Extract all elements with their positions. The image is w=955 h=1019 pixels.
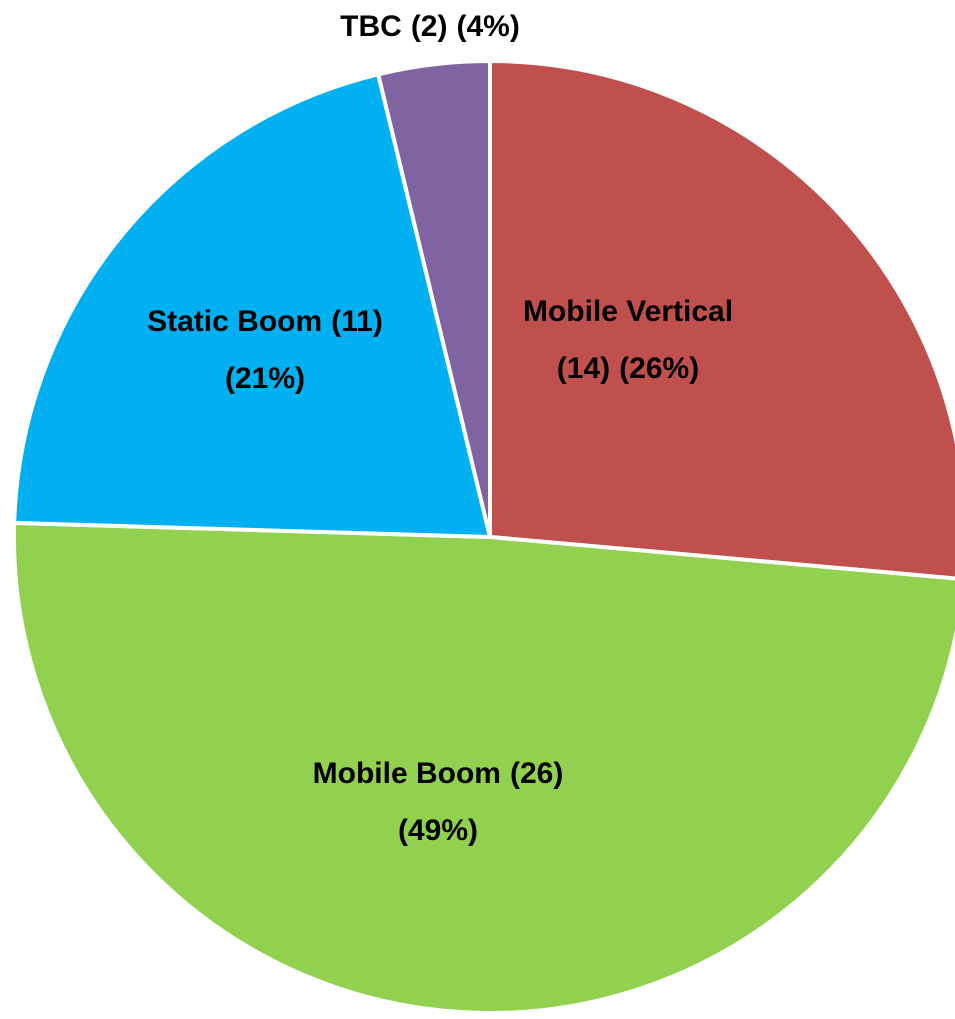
pie-slice bbox=[12, 71, 493, 540]
data-label-part: (11) bbox=[331, 305, 383, 338]
data-label: Mobile Vertical (14) (26%) bbox=[523, 295, 733, 385]
data-label-part: (2) bbox=[411, 10, 448, 43]
pie-slice bbox=[488, 58, 955, 581]
data-label-part: (14) bbox=[557, 352, 610, 385]
data-label: Mobile Boom (26) (49%) bbox=[313, 757, 564, 847]
data-label-part: (21%) bbox=[225, 362, 305, 395]
pie-slice bbox=[375, 58, 492, 538]
data-label-part: (26%) bbox=[619, 352, 699, 385]
pie-slice bbox=[12, 520, 955, 1016]
data-label: TBC (2) (4%) bbox=[340, 10, 520, 43]
data-label-part: (26) bbox=[510, 757, 563, 790]
data-label-part: Static Boom bbox=[147, 305, 322, 338]
data-label: Static Boom (11) (21%) bbox=[147, 305, 383, 395]
data-label-part: Mobile Boom bbox=[313, 757, 501, 790]
data-label-part: (49%) bbox=[398, 814, 478, 847]
data-label-part: Mobile Vertical bbox=[523, 295, 733, 328]
data-label-part: TBC bbox=[340, 10, 402, 43]
data-label-part: (4%) bbox=[456, 10, 519, 43]
